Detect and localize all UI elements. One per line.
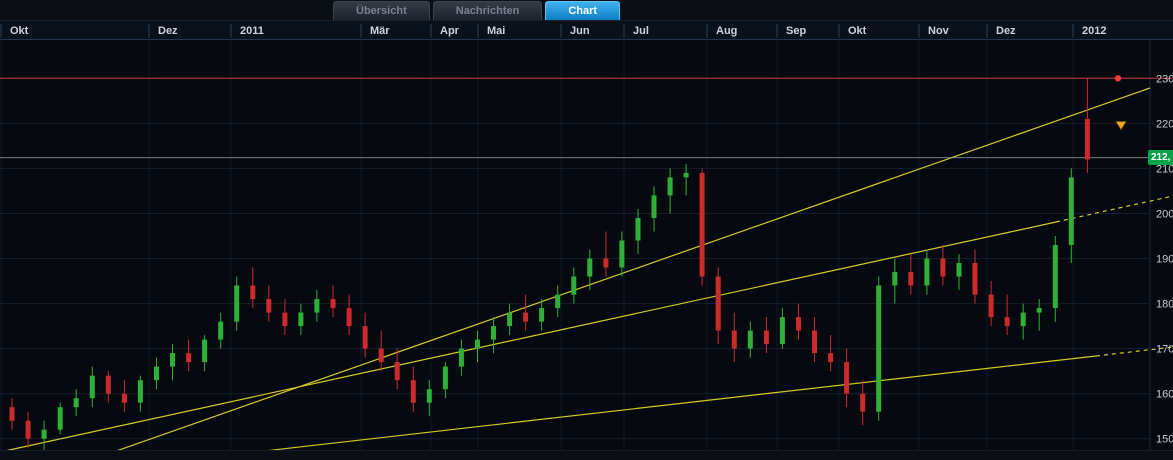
sell-signal-marker — [1115, 121, 1127, 131]
svg-text:Mär: Mär — [370, 25, 390, 37]
svg-text:220: 220 — [1156, 118, 1173, 130]
svg-text:Okt: Okt — [10, 25, 29, 37]
x-axis-labels: Okt Dez 2011 Mär Apr Mai Jun Jul Aug Sep Okt Nov Dez… — [10, 25, 1106, 37]
svg-text:160: 160 — [1156, 389, 1173, 401]
current-price-label: 212, — [1148, 150, 1173, 166]
horizontal-grid — [0, 77, 1150, 440]
svg-text:Okt: Okt — [848, 25, 867, 37]
trendlines[interactable] — [0, 87, 1173, 460]
svg-text:210: 210 — [1156, 163, 1173, 175]
svg-text:180: 180 — [1156, 299, 1173, 311]
tab-nachrichten[interactable]: Nachrichten — [432, 1, 543, 20]
svg-text:230: 230 — [1156, 73, 1173, 85]
svg-text:2012: 2012 — [1082, 25, 1106, 37]
y-axis-labels[interactable]: 230 220 210 200 190 180 170 160 150 — [1156, 73, 1173, 445]
svg-text:Dez: Dez — [996, 25, 1016, 37]
candlesticks — [9, 78, 1090, 453]
svg-text:Apr: Apr — [440, 25, 460, 37]
time-axis-strip — [0, 20, 1173, 40]
svg-text:150: 150 — [1156, 434, 1173, 446]
svg-text:Sep: Sep — [786, 25, 806, 37]
vertical-grid — [0, 24, 1074, 450]
tab-chart[interactable]: Chart — [545, 1, 621, 20]
svg-text:190: 190 — [1156, 254, 1173, 266]
tab-uebersicht[interactable]: Übersicht — [333, 1, 430, 20]
svg-text:Jun: Jun — [570, 25, 590, 37]
alarm-dot-marker — [1114, 75, 1122, 82]
svg-text:Jul: Jul — [633, 25, 649, 37]
tab-bar: Übersicht Nachrichten Chart — [0, 0, 1173, 20]
svg-text:Dez: Dez — [158, 25, 178, 37]
chart-markers[interactable] — [1114, 75, 1127, 131]
svg-text:2011: 2011 — [240, 25, 264, 37]
svg-text:200: 200 — [1156, 209, 1173, 221]
svg-text:Aug: Aug — [716, 25, 737, 37]
bottom-bar — [0, 450, 1173, 460]
svg-text:Mai: Mai — [487, 25, 505, 37]
svg-text:170: 170 — [1156, 344, 1173, 356]
svg-text:Nov: Nov — [928, 25, 950, 37]
